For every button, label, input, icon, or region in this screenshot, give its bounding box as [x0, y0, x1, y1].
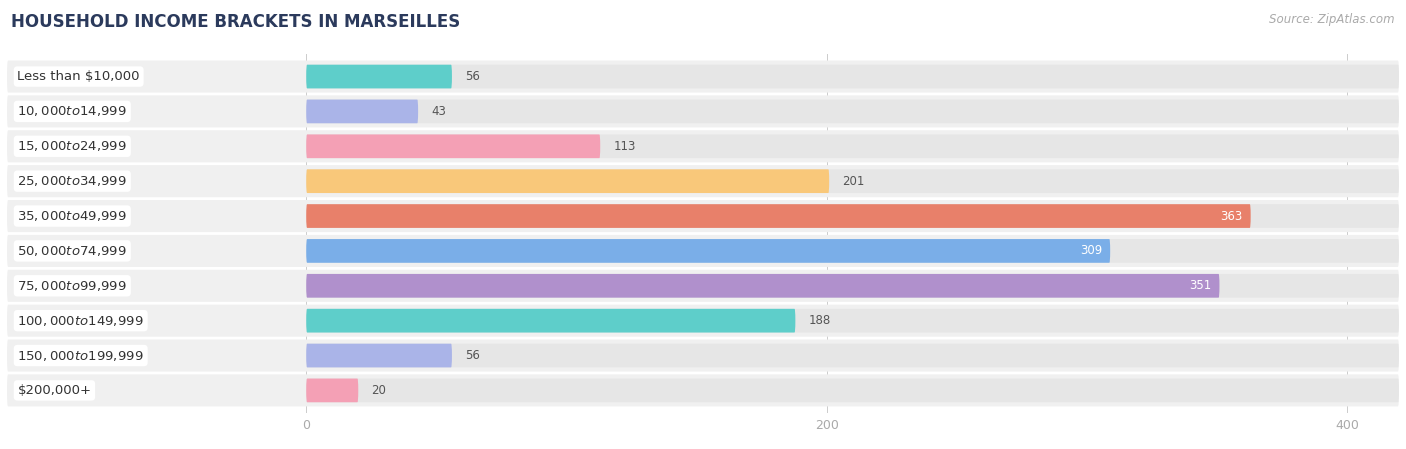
FancyBboxPatch shape [307, 309, 796, 333]
FancyBboxPatch shape [307, 134, 600, 158]
FancyBboxPatch shape [307, 169, 830, 193]
FancyBboxPatch shape [307, 239, 1111, 263]
FancyBboxPatch shape [307, 204, 1399, 228]
Text: 43: 43 [432, 105, 446, 118]
FancyBboxPatch shape [7, 339, 1399, 372]
FancyBboxPatch shape [7, 270, 1399, 302]
Text: 188: 188 [808, 314, 831, 327]
FancyBboxPatch shape [307, 169, 1399, 193]
Text: $15,000 to $24,999: $15,000 to $24,999 [17, 139, 127, 153]
FancyBboxPatch shape [307, 100, 418, 123]
Text: $25,000 to $34,999: $25,000 to $34,999 [17, 174, 127, 188]
Text: $50,000 to $74,999: $50,000 to $74,999 [17, 244, 127, 258]
FancyBboxPatch shape [307, 379, 1399, 402]
FancyBboxPatch shape [307, 343, 451, 367]
FancyBboxPatch shape [307, 134, 1399, 158]
FancyBboxPatch shape [307, 65, 451, 88]
Text: $75,000 to $99,999: $75,000 to $99,999 [17, 279, 127, 293]
Text: $200,000+: $200,000+ [17, 384, 91, 397]
FancyBboxPatch shape [7, 200, 1399, 232]
Text: 309: 309 [1080, 244, 1102, 257]
Text: 113: 113 [613, 140, 636, 153]
Text: 351: 351 [1189, 279, 1212, 292]
Text: 20: 20 [371, 384, 387, 397]
FancyBboxPatch shape [7, 165, 1399, 197]
FancyBboxPatch shape [307, 309, 1399, 333]
Text: $150,000 to $199,999: $150,000 to $199,999 [17, 348, 143, 362]
FancyBboxPatch shape [307, 204, 1251, 228]
Text: $100,000 to $149,999: $100,000 to $149,999 [17, 314, 143, 328]
FancyBboxPatch shape [307, 379, 359, 402]
FancyBboxPatch shape [7, 130, 1399, 163]
FancyBboxPatch shape [7, 235, 1399, 267]
Text: Less than $10,000: Less than $10,000 [17, 70, 141, 83]
Text: 201: 201 [842, 175, 865, 188]
FancyBboxPatch shape [307, 274, 1399, 298]
FancyBboxPatch shape [307, 343, 1399, 367]
Text: $35,000 to $49,999: $35,000 to $49,999 [17, 209, 127, 223]
FancyBboxPatch shape [307, 239, 1399, 263]
Text: HOUSEHOLD INCOME BRACKETS IN MARSEILLES: HOUSEHOLD INCOME BRACKETS IN MARSEILLES [11, 13, 461, 31]
Text: Source: ZipAtlas.com: Source: ZipAtlas.com [1270, 13, 1395, 26]
Text: $10,000 to $14,999: $10,000 to $14,999 [17, 105, 127, 119]
FancyBboxPatch shape [307, 65, 1399, 88]
FancyBboxPatch shape [307, 100, 1399, 123]
Text: 56: 56 [465, 349, 479, 362]
Text: 363: 363 [1220, 210, 1243, 223]
FancyBboxPatch shape [7, 374, 1399, 406]
FancyBboxPatch shape [7, 61, 1399, 92]
Text: 56: 56 [465, 70, 479, 83]
FancyBboxPatch shape [7, 304, 1399, 337]
FancyBboxPatch shape [307, 274, 1219, 298]
FancyBboxPatch shape [7, 95, 1399, 128]
